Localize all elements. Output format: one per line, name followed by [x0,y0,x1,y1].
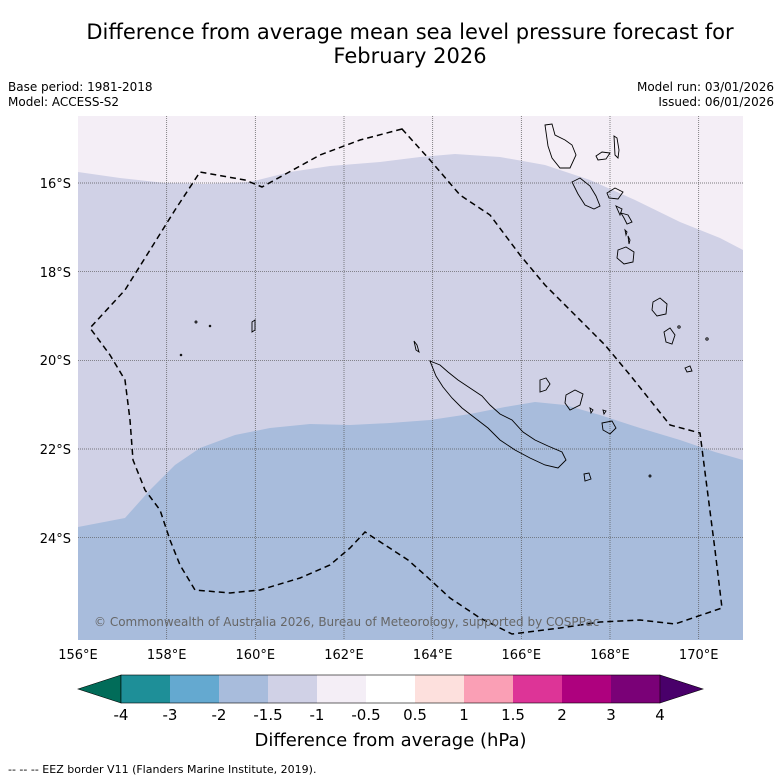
title-line-1: Difference from average mean sea level p… [86,20,734,44]
colorbar-swatch [562,675,612,703]
colorbar-tick-label: 0.5 [403,706,427,724]
island-bampton-reef [194,320,198,324]
x-tick-label: 166°E [502,648,542,663]
y-tick-label: 22°S [40,443,71,458]
island-tiga [589,407,594,415]
colorbar-tick-label: 2 [557,706,567,724]
island-grande-terre [429,360,567,469]
colorbar-tick-label: 1 [459,706,469,724]
y-tick-label: 16°S [40,177,71,192]
title-line-2: February 2026 [333,44,487,68]
island-ile-des-pins [583,472,592,482]
colorbar-tick-label: -1.5 [253,706,282,724]
colorbar-swatch [513,675,563,703]
island-chesterfield [251,319,256,333]
island-efate [616,246,635,265]
colorbar-over-arrow [659,674,704,704]
island-pentecost [627,235,631,245]
x-tick-label: 156°E [58,648,98,663]
island-malo [595,151,611,161]
island-hunter [648,474,652,478]
colorbar-tick-label: 4 [655,706,665,724]
island-torres [624,228,628,237]
island-erromango [651,297,668,317]
colorbar: -4 -3 -2 -1.5 -1 -0.5 0.5 1 1.5 2 3 4 [77,674,704,724]
map-area: © Commonwealth of Australia 2026, Bureau… [78,116,743,640]
colorbar-frame [120,674,661,704]
meta-right: Model run: 03/01/2026 Issued: 06/01/2026 [637,80,774,110]
x-tick-label: 168°E [590,648,630,663]
island-bellona-north [208,324,212,328]
colorbar-swatch [268,675,318,703]
y-tick-label: 18°S [40,266,71,281]
island-futuna [705,337,709,341]
colorbar-swatch [219,675,269,703]
colorbar-tick-label: -3 [163,706,178,724]
island-ambrym [606,187,624,200]
x-tick-label: 158°E [147,648,187,663]
island-malekula [571,177,601,210]
island-belep [413,340,420,354]
island-shepherd [620,212,633,225]
colorbar-tick-label: -0.5 [351,706,380,724]
island-epi [615,205,623,217]
anomaly-band-neg2-to-neg15 [78,402,743,640]
island-espiritu-santo [544,123,577,169]
island-loyalty-mare [601,420,617,435]
chart-title: Difference from average mean sea level p… [0,20,781,68]
colorbar-tick-label: -4 [114,706,129,724]
island-maewo [613,135,620,159]
island-aniwa [677,325,681,329]
x-tick-label: 162°E [324,648,364,663]
island-walpole [602,409,607,416]
graticule [78,116,743,640]
x-tick-label: 160°E [236,648,276,663]
colorbar-swatch [317,675,367,703]
colorbar-tick-label: -2 [212,706,227,724]
island-loyalty-ouvea [539,377,551,393]
island-bellona-south [179,353,183,357]
x-tick-label: 170°E [679,648,719,663]
colorbar-swatch [415,675,465,703]
model-name: Model: ACCESS-S2 [8,95,120,109]
meta-left: Base period: 1981-2018 Model: ACCESS-S2 [8,80,153,110]
colorbar-tick-label: 1.5 [501,706,525,724]
island-loyalty-lifou [564,389,584,411]
islands [179,123,709,482]
copyright-text: © Commonwealth of Australia 2026, Bureau… [94,615,599,629]
y-tick-label: 20°S [40,354,71,369]
colorbar-swatch [170,675,220,703]
base-period: Base period: 1981-2018 [8,80,153,94]
model-run: Model run: 03/01/2026 [636,80,774,94]
colorbar-swatch [366,675,416,703]
colorbar-title: Difference from average (hPa) [254,730,527,751]
colorbar-under-arrow [77,674,122,704]
eez-legend: -- -- -- EEZ border V11 (Flanders Marine… [8,763,317,776]
colorbar-swatch [611,675,661,703]
eez-border [89,128,723,635]
island-aneityum [684,365,693,373]
y-tick-label: 24°S [40,532,71,547]
x-tick-label: 164°E [413,648,453,663]
x-axis-labels: 156°E 158°E 160°E 162°E 164°E 166°E 168°… [58,648,718,663]
island-tanna [663,327,676,345]
y-axis-labels: 16°S 18°S 20°S 22°S 24°S [40,177,71,547]
colorbar-tick-label: -1 [310,706,325,724]
issued-date: Issued: 06/01/2026 [658,95,774,109]
colorbar-tick-label: 3 [606,706,616,724]
colorbar-swatch [121,675,171,703]
colorbar-swatch [464,675,514,703]
